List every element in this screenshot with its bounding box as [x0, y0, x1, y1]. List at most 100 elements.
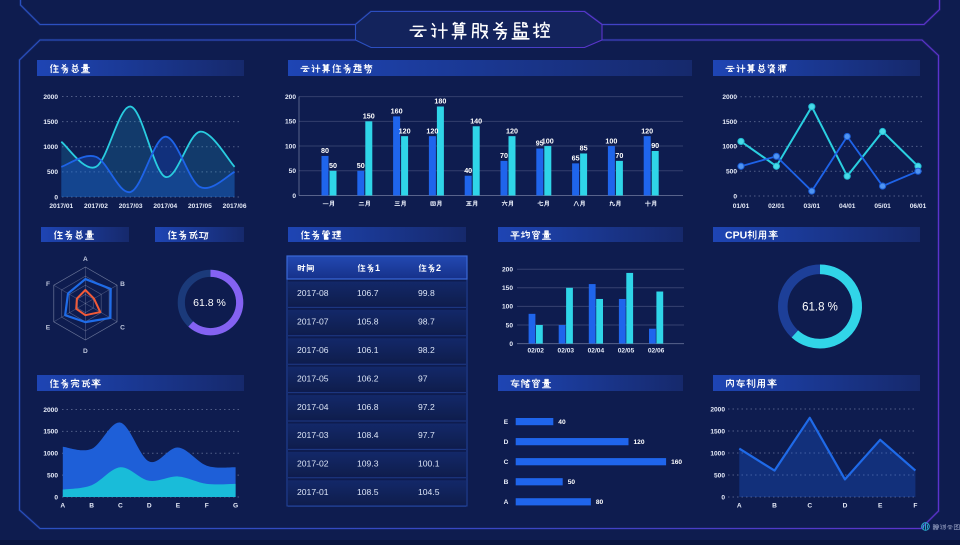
svg-text:0: 0 [509, 341, 513, 348]
svg-text:02/02: 02/02 [527, 348, 544, 355]
svg-text:2017/04: 2017/04 [153, 203, 177, 210]
svg-text:02/03: 02/03 [558, 348, 575, 355]
svg-text:C: C [120, 324, 125, 331]
svg-text:0: 0 [733, 193, 737, 200]
svg-text:0: 0 [292, 193, 296, 200]
svg-text:40: 40 [464, 166, 472, 175]
svg-text:120: 120 [426, 126, 438, 135]
svg-text:2017/06: 2017/06 [223, 203, 247, 210]
svg-text:2017-04: 2017-04 [297, 402, 329, 412]
svg-text:1500: 1500 [43, 119, 58, 126]
svg-text:106.1: 106.1 [357, 345, 379, 355]
svg-text:500: 500 [726, 169, 737, 176]
svg-text:D: D [843, 503, 848, 510]
svg-text:02/01: 02/01 [768, 203, 785, 210]
svg-text:106.8: 106.8 [357, 402, 379, 412]
svg-text:C: C [118, 503, 123, 510]
svg-text:G: G [233, 503, 238, 510]
svg-text:120: 120 [634, 439, 645, 446]
svg-text:70: 70 [615, 151, 623, 160]
svg-text:500: 500 [47, 472, 58, 479]
svg-text:D: D [504, 439, 509, 446]
svg-text:200: 200 [285, 94, 296, 101]
svg-text:B: B [504, 479, 509, 486]
svg-text:150: 150 [285, 119, 296, 126]
svg-text:100: 100 [605, 136, 617, 145]
svg-text:2017-01: 2017-01 [297, 487, 329, 497]
svg-text:A: A [60, 503, 65, 510]
svg-text:A: A [504, 499, 509, 506]
svg-text:50: 50 [506, 322, 514, 329]
svg-text:150: 150 [502, 285, 513, 292]
svg-text:105.8: 105.8 [357, 317, 379, 327]
svg-text:1500: 1500 [43, 429, 58, 436]
svg-text:2017-06: 2017-06 [297, 345, 329, 355]
svg-text:1000: 1000 [43, 144, 58, 151]
svg-text:120: 120 [506, 126, 518, 135]
svg-text:02/05: 02/05 [618, 348, 635, 355]
svg-text:97: 97 [418, 373, 428, 383]
svg-text:E: E [176, 503, 181, 510]
svg-text:2017/03: 2017/03 [119, 203, 143, 210]
svg-text:B: B [772, 503, 777, 510]
svg-text:109.3: 109.3 [357, 459, 379, 469]
svg-text:85: 85 [580, 144, 588, 153]
svg-text:C: C [807, 503, 812, 510]
svg-text:CPU: CPU [725, 230, 747, 242]
svg-text:D: D [147, 503, 152, 510]
svg-text:104.5: 104.5 [418, 487, 440, 497]
svg-text:100: 100 [542, 136, 554, 145]
svg-text:150: 150 [363, 112, 375, 121]
svg-text:500: 500 [714, 472, 725, 479]
svg-text:05/01: 05/01 [874, 203, 891, 210]
svg-text:01/01: 01/01 [733, 203, 750, 210]
svg-text:98.7: 98.7 [418, 317, 435, 327]
svg-text:95: 95 [536, 139, 544, 148]
svg-text:2017-05: 2017-05 [297, 373, 329, 383]
svg-text:1500: 1500 [710, 428, 725, 435]
svg-text:2017/05: 2017/05 [188, 203, 212, 210]
svg-text:90: 90 [651, 141, 659, 150]
svg-text:C: C [504, 459, 509, 466]
svg-text:A: A [737, 503, 742, 510]
svg-text:50: 50 [568, 479, 576, 486]
svg-text:F: F [46, 281, 50, 288]
svg-text:06/01: 06/01 [910, 203, 927, 210]
svg-text:200: 200 [502, 267, 513, 274]
svg-text:2000: 2000 [43, 94, 58, 101]
svg-text:40: 40 [558, 419, 566, 426]
svg-text:2017/01: 2017/01 [49, 203, 73, 210]
svg-text:2017-02: 2017-02 [297, 459, 329, 469]
svg-text:2017-07: 2017-07 [297, 317, 329, 327]
svg-text:50: 50 [329, 161, 337, 170]
svg-text:97.2: 97.2 [418, 402, 435, 412]
svg-text:108.4: 108.4 [357, 430, 379, 440]
svg-text:140: 140 [470, 116, 482, 125]
svg-text:106.7: 106.7 [357, 288, 379, 298]
svg-text:180: 180 [434, 97, 446, 106]
svg-text:B: B [120, 281, 125, 288]
svg-text:120: 120 [641, 126, 653, 135]
svg-text:D: D [83, 348, 88, 355]
svg-text:50: 50 [289, 168, 297, 175]
svg-text:98.2: 98.2 [418, 345, 435, 355]
svg-text:1: 1 [375, 263, 380, 273]
svg-text:02/04: 02/04 [588, 348, 605, 355]
svg-text:E: E [504, 419, 509, 426]
svg-text:100.1: 100.1 [418, 459, 440, 469]
svg-text:1000: 1000 [722, 144, 737, 151]
svg-text:108.5: 108.5 [357, 487, 379, 497]
svg-text:2000: 2000 [43, 407, 58, 414]
svg-text:100: 100 [502, 304, 513, 311]
svg-text:2: 2 [436, 263, 441, 273]
svg-text:02/06: 02/06 [648, 348, 665, 355]
svg-text:50: 50 [357, 161, 365, 170]
svg-text:106.2: 106.2 [357, 373, 379, 383]
svg-text:0: 0 [54, 194, 58, 201]
svg-text:2017-08: 2017-08 [297, 288, 329, 298]
svg-text:120: 120 [399, 126, 411, 135]
svg-text:0: 0 [721, 494, 725, 501]
svg-text:2017/02: 2017/02 [84, 203, 108, 210]
svg-text:500: 500 [47, 169, 58, 176]
svg-text:1000: 1000 [710, 450, 725, 457]
